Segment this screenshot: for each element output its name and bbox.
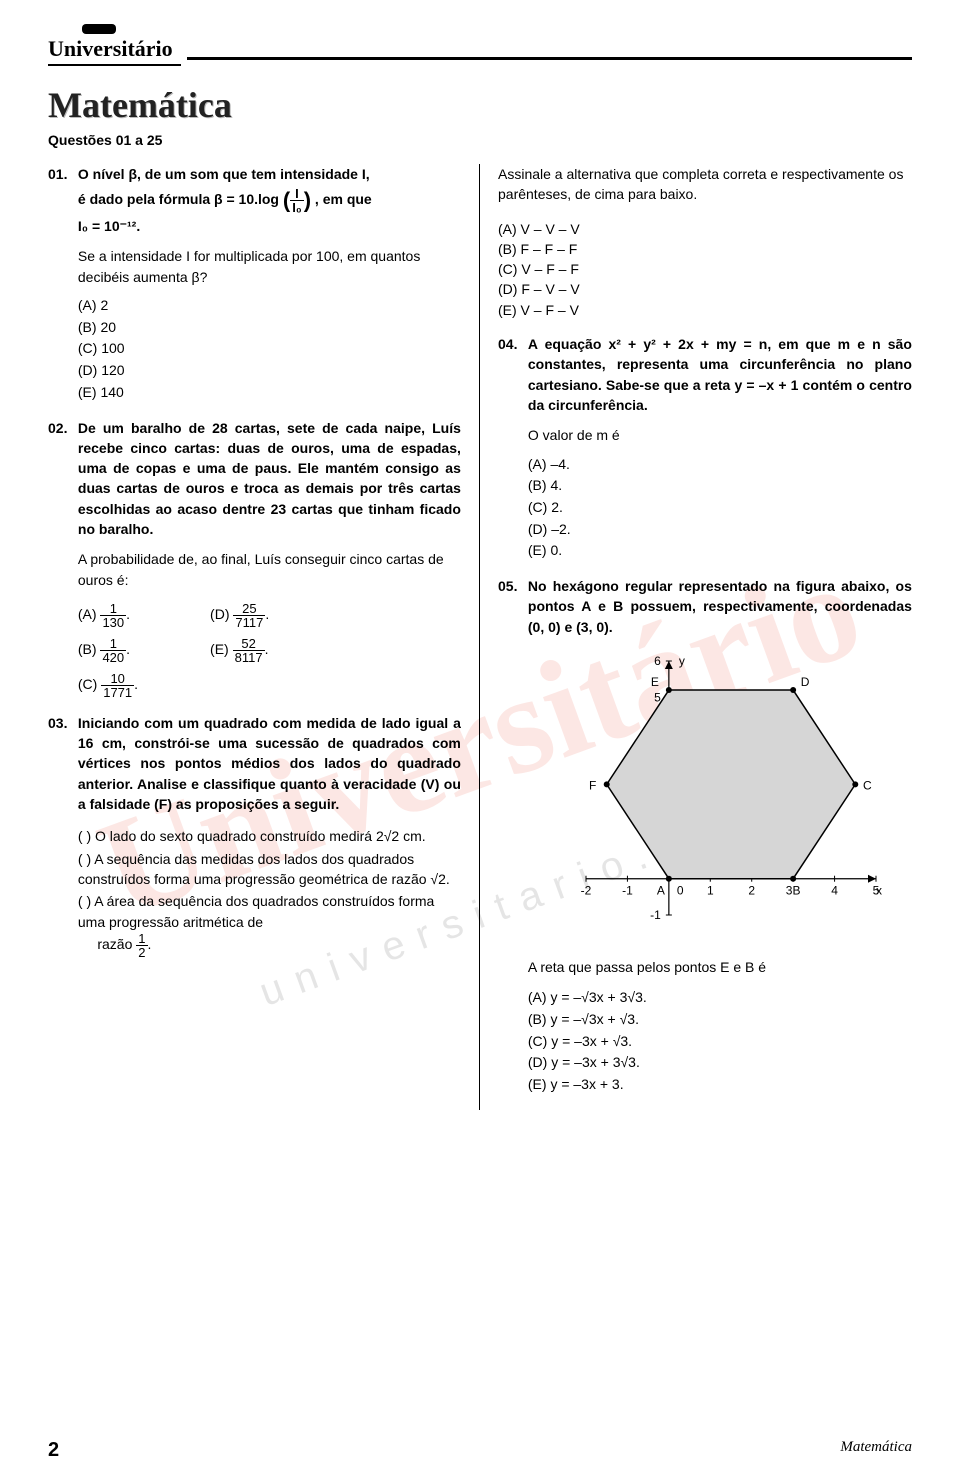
- q05-alt-d: (D) y = –3x + 3√3.: [528, 1052, 912, 1074]
- page-number: 2: [48, 1439, 59, 1462]
- q05-alt-e: (E) y = –3x + 3.: [528, 1074, 912, 1096]
- q02-alt-b: (B) 1420.: [78, 637, 130, 664]
- q02-number: 02.: [48, 418, 74, 438]
- q01-formula: β = 10.log: [214, 191, 279, 207]
- q04-alt-c: (C) 2.: [528, 497, 912, 519]
- question-04: 04. A equação x² + y² + 2x + my = n, em …: [498, 334, 912, 562]
- q05-alt-a: (A) y = –√3x + 3√3.: [528, 987, 912, 1009]
- q01-alt-a: (A) 2: [78, 295, 461, 317]
- question-02: 02. De um baralho de 28 cartas, sete de …: [48, 418, 461, 699]
- question-03: 03. Iniciando com um quadrado com medida…: [48, 713, 461, 959]
- q04-alt-e: (E) 0.: [528, 540, 912, 562]
- q01-line1: O nível β, de um som que tem intensidade…: [78, 166, 370, 182]
- header-bar: Universitário: [48, 36, 912, 66]
- q03-prop2: ( ) A sequência das medidas dos lados do…: [78, 849, 461, 890]
- q01-alt-c: (C) 100: [78, 338, 461, 360]
- svg-text:2: 2: [748, 884, 755, 898]
- svg-text:D: D: [801, 675, 810, 689]
- q03-alt-c: (C) V – F – F: [498, 259, 912, 279]
- q01-line2b: , em que: [315, 191, 372, 207]
- q03-p1: Iniciando com um quadrado com medida de …: [78, 713, 461, 814]
- svg-text:-1: -1: [622, 884, 633, 898]
- page-subtitle: Questões 01 a 25: [48, 132, 912, 148]
- svg-text:x: x: [876, 884, 882, 898]
- q01-number: 01.: [48, 164, 74, 184]
- q03-prop1: ( ) O lado do sexto quadrado construído …: [78, 826, 461, 846]
- svg-text:3B: 3B: [786, 884, 801, 898]
- q02-p1: De um baralho de 28 cartas, sete de cada…: [78, 418, 461, 540]
- svg-text:6: 6: [654, 654, 661, 668]
- q05-alt-c: (C) y = –3x + √3.: [528, 1031, 912, 1053]
- svg-text:0: 0: [677, 884, 684, 898]
- q01-alt-d: (D) 120: [78, 360, 461, 382]
- q01-alt-e: (E) 140: [78, 382, 461, 404]
- q02-alt-e: (E) 528117.: [210, 637, 268, 664]
- q02-alt-d: (D) 257117.: [210, 602, 269, 629]
- svg-text:F: F: [589, 778, 596, 792]
- q03-prop3: ( ) A área da sequência dos quadrados co…: [78, 891, 461, 959]
- svg-text:4: 4: [831, 884, 838, 898]
- brand-name: Universitário: [48, 36, 181, 66]
- page-title: Matemática: [48, 84, 912, 126]
- q04-p2: O valor de m é: [528, 427, 620, 443]
- q01-line4: Se a intensidade I for multiplicada por …: [78, 248, 420, 284]
- svg-text:-2: -2: [581, 884, 592, 898]
- q01-line3: I₀ = 10⁻¹².: [78, 218, 140, 234]
- q05-p2: A reta que passa pelos pontos E e B é: [528, 959, 766, 975]
- q03-number: 03.: [48, 713, 74, 733]
- q03-alt-b: (B) F – F – F: [498, 239, 912, 259]
- q05-p1: No hexágono regular representado na figu…: [528, 576, 912, 637]
- q03-alternatives: (A) V – V – V (B) F – F – F (C) V – F – …: [498, 219, 912, 320]
- footer-subject: Matemática: [840, 1439, 912, 1462]
- logo-dash-icon: [82, 24, 116, 34]
- q02-alt-c: (C) 101771.: [78, 672, 461, 699]
- header-rule: [187, 56, 912, 60]
- svg-text:1: 1: [707, 884, 714, 898]
- svg-text:A: A: [657, 884, 665, 898]
- svg-text:-1: -1: [650, 908, 661, 922]
- q04-alt-d: (D) –2.: [528, 519, 912, 541]
- q03-intro-right: Assinale a alternativa que completa corr…: [498, 164, 912, 205]
- q01-alternatives: (A) 2 (B) 20 (C) 100 (D) 120 (E) 140: [78, 295, 461, 403]
- q04-alt-a: (A) –4.: [528, 454, 912, 476]
- q05-alt-b: (B) y = –√3x + √3.: [528, 1009, 912, 1031]
- q04-alt-b: (B) 4.: [528, 475, 912, 497]
- q03-alt-e: (E) V – F – V: [498, 300, 912, 320]
- q01-alt-b: (B) 20: [78, 317, 461, 339]
- svg-text:y: y: [679, 654, 685, 668]
- q04-number: 04.: [498, 334, 524, 354]
- svg-text:E: E: [651, 675, 659, 689]
- q02-alt-a: (A) 1130.: [78, 602, 130, 629]
- svg-text:C: C: [863, 778, 872, 792]
- page-footer: 2 Matemática: [0, 1439, 960, 1462]
- q02-p2: A probabilidade de, ao final, Luís conse…: [78, 551, 444, 587]
- question-05: 05. No hexágono regular representado na …: [498, 576, 912, 1096]
- hexagon-plot: -2-1123B450-1123456ACDEFxy: [550, 645, 890, 945]
- q01-line2a: é dado pela fórmula: [78, 191, 214, 207]
- q05-number: 05.: [498, 576, 524, 596]
- question-01: 01. O nível β, de um som que tem intensi…: [48, 164, 461, 404]
- q03-alt-d: (D) F – V – V: [498, 279, 912, 299]
- q03-alt-a: (A) V – V – V: [498, 219, 912, 239]
- q04-p1: A equação x² + y² + 2x + my = n, em que …: [528, 334, 912, 415]
